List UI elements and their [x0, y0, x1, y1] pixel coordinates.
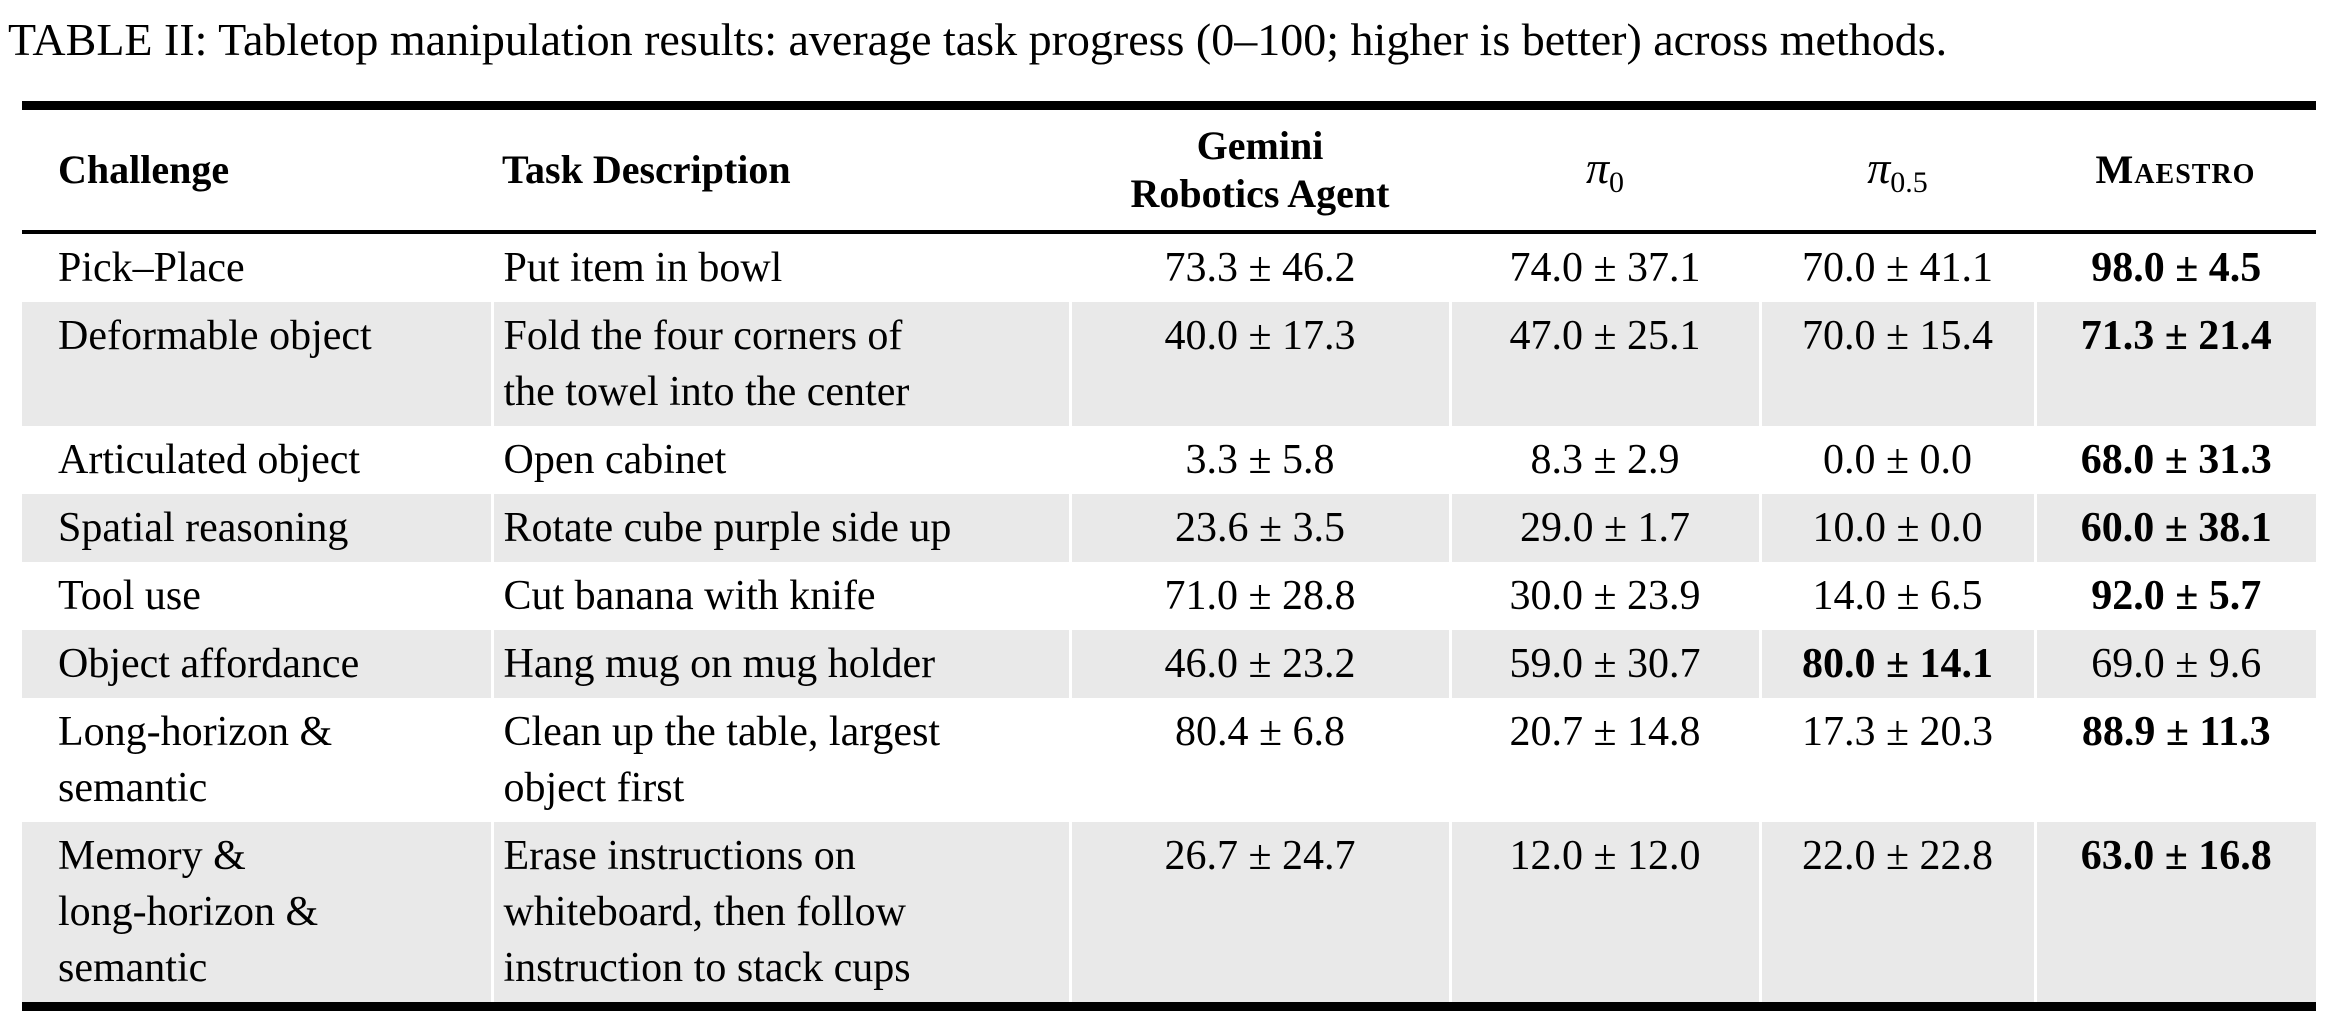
score-gemini: 40.0 ± 17.3 — [1068, 302, 1450, 427]
pi-subscript: 0.5 — [1890, 165, 1928, 199]
score-pi0: 20.7 ± 14.8 — [1448, 698, 1760, 823]
challenge-cell: Spatial reasoning — [58, 505, 349, 552]
table-row-tool-use: Tool use Cut banana with knife 71.0 ± 28… — [22, 562, 2316, 631]
header-task-description: Task Description — [492, 105, 1070, 235]
score-maestro: 92.0 ± 5.7 — [2033, 562, 2316, 631]
score-maestro: 71.3 ± 21.4 — [2033, 302, 2316, 427]
pi-subscript: 0 — [1609, 165, 1625, 199]
results-table: Challenge Task Description Gemini Robotic… — [22, 101, 2316, 1012]
score-gemini: 3.3 ± 5.8 — [1068, 426, 1450, 495]
score-pi0: 30.0 ± 23.9 — [1448, 562, 1760, 631]
challenge-cell: Tool use — [58, 573, 201, 620]
task-cell: Rotate cube purple side up — [490, 494, 1070, 563]
challenge-cell: Long-horizon & semantic — [58, 709, 333, 812]
score-gemini: 46.0 ± 23.2 — [1068, 630, 1450, 699]
score-pi0: 47.0 ± 25.1 — [1448, 302, 1760, 427]
table-row-articulated-object: Articulated object Open cabinet 3.3 ± 5.… — [22, 426, 2316, 495]
header-pi05: π0.5 — [1760, 105, 2035, 235]
task-cell: Fold the four corners of the towel into … — [490, 302, 1070, 427]
pi-symbol: π — [1585, 141, 1610, 193]
pi-symbol: π — [1867, 141, 1891, 193]
task-cell: Clean up the table, largest object first — [490, 698, 1070, 823]
challenge-cell: Pick–Place — [58, 245, 245, 292]
table-row-deformable-object: Deformable object Fold the four corners … — [22, 302, 2316, 427]
score-pi05: 17.3 ± 20.3 — [1758, 698, 2035, 823]
task-cell: Open cabinet — [490, 426, 1070, 495]
table-caption: TABLE II: Tabletop manipulation results:… — [8, 14, 1948, 65]
score-pi05: 70.0 ± 41.1 — [1758, 232, 2035, 303]
table-row-long-horizon-semantic: Long-horizon & semantic Clean up the tab… — [22, 698, 2316, 823]
score-maestro: 88.9 ± 11.3 — [2033, 698, 2316, 823]
score-gemini: 80.4 ± 6.8 — [1068, 698, 1450, 823]
header-row: Challenge Task Description Gemini Robotic… — [22, 105, 2316, 235]
task-cell: Hang mug on mug holder — [490, 630, 1070, 699]
score-pi05: 0.0 ± 0.0 — [1758, 426, 2035, 495]
table-body: Pick–Place Put item in bowl 73.3 ± 46.2 … — [22, 232, 2316, 1007]
score-maestro: 68.0 ± 31.3 — [2033, 426, 2316, 495]
score-pi05: 22.0 ± 22.8 — [1758, 822, 2035, 1007]
header-gemini-line1: Gemini — [1196, 123, 1324, 169]
score-pi0: 74.0 ± 37.1 — [1448, 232, 1760, 303]
score-pi05: 14.0 ± 6.5 — [1758, 562, 2035, 631]
header-challenge: Challenge — [22, 105, 492, 235]
score-pi05: 70.0 ± 15.4 — [1758, 302, 2035, 427]
challenge-cell: Deformable object — [58, 313, 372, 360]
challenge-cell: Articulated object — [58, 437, 361, 484]
challenge-cell: Memory & long-horizon & semantic — [58, 833, 319, 992]
score-gemini: 71.0 ± 28.8 — [1068, 562, 1450, 631]
score-gemini: 73.3 ± 46.2 — [1068, 232, 1450, 303]
table-row-object-affordance: Object affordance Hang mug on mug holder… — [22, 630, 2316, 699]
score-pi0: 29.0 ± 1.7 — [1448, 494, 1760, 563]
header-pi0: π0 — [1450, 105, 1760, 235]
table-row-spatial-reasoning: Spatial reasoning Rotate cube purple sid… — [22, 494, 2316, 563]
score-pi0: 59.0 ± 30.7 — [1448, 630, 1760, 699]
task-cell: Put item in bowl — [490, 232, 1070, 303]
score-pi05: 10.0 ± 0.0 — [1758, 494, 2035, 563]
task-cell: Cut banana with knife — [490, 562, 1070, 631]
header-gemini-robotics-agent: Gemini Robotics Agent — [1070, 105, 1450, 235]
score-gemini: 23.6 ± 3.5 — [1068, 494, 1450, 563]
table-row-memory-long-horizon-semantic: Memory & long-horizon & semantic Erase i… — [22, 822, 2316, 1007]
score-pi05: 80.0 ± 14.1 — [1758, 630, 2035, 699]
score-maestro: 69.0 ± 9.6 — [2033, 630, 2316, 699]
maestro-label: Maestro — [2095, 147, 2256, 193]
score-pi0: 12.0 ± 12.0 — [1448, 822, 1760, 1007]
task-cell: Erase instructions on whiteboard, then f… — [490, 822, 1070, 1007]
score-gemini: 26.7 ± 24.7 — [1068, 822, 1450, 1007]
score-maestro: 60.0 ± 38.1 — [2033, 494, 2316, 563]
challenge-cell: Object affordance — [58, 641, 360, 688]
score-maestro: 98.0 ± 4.5 — [2033, 232, 2316, 303]
table-row-pick-place: Pick–Place Put item in bowl 73.3 ± 46.2 … — [22, 232, 2316, 303]
header-gemini-line2: Robotics Agent — [1130, 171, 1390, 217]
header-maestro: Maestro — [2035, 105, 2316, 235]
table-header: Challenge Task Description Gemini Robotic… — [22, 105, 2316, 235]
score-maestro: 63.0 ± 16.8 — [2033, 822, 2316, 1007]
score-pi0: 8.3 ± 2.9 — [1448, 426, 1760, 495]
